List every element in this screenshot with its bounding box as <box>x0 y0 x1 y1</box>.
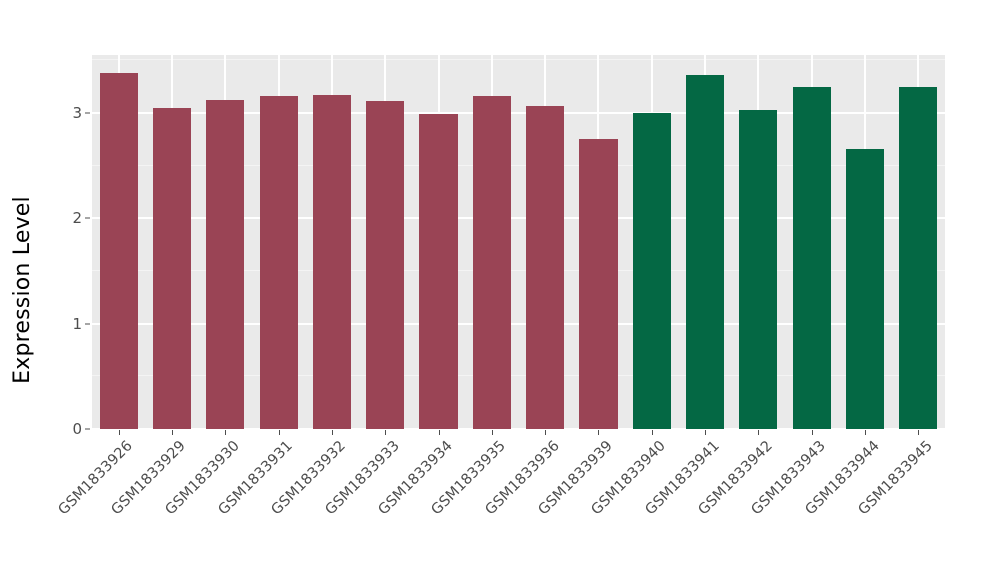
gridline-minor-horizontal <box>92 59 945 61</box>
y-axis-tick-label: 1 <box>72 314 82 333</box>
bar[interactable] <box>472 96 511 429</box>
bar[interactable] <box>739 109 778 429</box>
x-axis-tick-mark <box>171 430 173 435</box>
gridline-major-horizontal <box>92 322 945 325</box>
x-axis-tick-mark <box>225 430 227 435</box>
bar[interactable] <box>686 75 725 429</box>
bar[interactable] <box>259 96 298 429</box>
bar[interactable] <box>312 95 351 429</box>
x-axis-tick-mark <box>331 430 333 435</box>
x-axis-tick-mark <box>811 430 813 435</box>
gridline-major-horizontal <box>92 111 945 114</box>
bar[interactable] <box>526 105 565 429</box>
bar[interactable] <box>206 100 245 429</box>
bar[interactable] <box>419 114 458 429</box>
y-axis-tick-label: 0 <box>72 420 82 438</box>
y-axis-tick-label: 2 <box>72 209 82 228</box>
y-axis-tick-group: 0 1 2 3 <box>46 0 82 580</box>
gridline-minor-horizontal <box>92 375 945 377</box>
y-axis-tick-mark <box>85 428 90 430</box>
x-axis-tick-mark <box>545 430 547 435</box>
x-axis-tick-mark <box>438 430 440 435</box>
y-axis-tick-label: 3 <box>72 103 82 122</box>
y-axis-tick-mark <box>85 112 90 114</box>
x-axis-tick-mark <box>118 430 120 435</box>
x-axis-tick-mark <box>278 430 280 435</box>
x-axis-tick-mark <box>491 430 493 435</box>
bar[interactable] <box>632 112 671 429</box>
bar[interactable] <box>579 139 618 429</box>
gridline-major-horizontal <box>92 428 945 429</box>
x-axis-tick-mark <box>705 430 707 435</box>
bar[interactable] <box>792 86 831 429</box>
bar[interactable] <box>152 107 192 429</box>
bar[interactable] <box>99 72 138 429</box>
x-axis-tick-mark <box>758 430 760 435</box>
bar[interactable] <box>899 86 938 429</box>
gridline-minor-horizontal <box>92 164 945 166</box>
x-axis-tick-mark <box>918 430 920 435</box>
y-axis-title: Expression Level <box>9 196 35 384</box>
y-axis-tick-mark <box>85 217 90 219</box>
gridline-major-horizontal <box>92 217 945 220</box>
y-axis-tick-mark <box>85 323 90 325</box>
x-axis-tick-mark <box>651 430 653 435</box>
bar[interactable] <box>366 101 405 429</box>
x-axis-tick-mark <box>865 430 867 435</box>
plot-panel <box>92 55 945 429</box>
gridline-minor-horizontal <box>92 269 945 271</box>
x-axis-tick-mark <box>598 430 600 435</box>
bar[interactable] <box>845 148 885 429</box>
x-axis-tick-mark <box>385 430 387 435</box>
